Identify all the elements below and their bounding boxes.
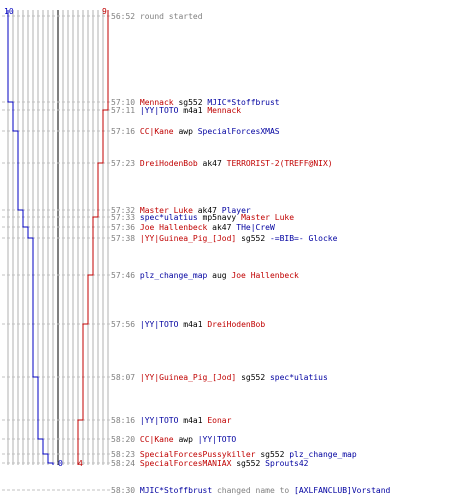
log-row: 58:30 MJIC*Stoffbrust changed name to [A… [111,486,390,495]
log-row: 57:33 spec*ulatius mp5navy Master Luke [111,213,294,222]
killer-name: |YY|TOTO [139,416,184,425]
event-time: 58:20 [111,435,140,444]
log-row: 58:23 SpecialForcesPussykiller sg552 plz… [111,450,357,459]
event-time: 57:38 [111,234,140,243]
victim-name: THe|CreW [236,223,275,232]
weapon-name: m4a1 [183,320,208,329]
score-label-red-bottom: 4 [78,459,83,468]
log-row: 58:20 CC|Kane awp |YY|TOTO [111,435,236,444]
victim-name: |YY|TOTO [197,435,237,444]
log-row: 58:24 SpecialForcesMANIAX sg552 Sprouts4… [111,459,309,468]
weapon-name: ak47 [212,223,237,232]
log-row: 57:56 |YY|TOTO m4a1 DreiHodenBob [111,320,265,329]
log-row: 57:32 Master Luke ak47 Player [111,206,251,215]
player-name: [AXLFANCLUB]Vorstand [294,486,391,495]
weapon-name: mp5navy [202,213,242,222]
event-time: 57:16 [111,127,140,136]
killer-name: CC|Kane [139,127,179,136]
killer-name: Mennack [139,98,179,107]
victim-name: Sprouts42 [265,459,309,468]
weapon-name: sg552 [241,373,270,382]
event-time: 58:23 [111,450,140,459]
victim-name: -=BIB=- Glocke [269,234,338,243]
weapon-name: sg552 [241,234,270,243]
event-time: 57:23 [111,159,140,168]
killer-name: |YY|TOTO [139,106,184,115]
event-time: 57:56 [111,320,140,329]
event-time: 57:32 [111,206,140,215]
victim-name: spec*ulatius [269,373,328,382]
weapon-name: m4a1 [183,416,208,425]
log-row: 57:11 |YY|TOTO m4a1 Mennack [111,106,241,115]
log-row: 57:16 CC|Kane awp SpecialForcesXMAS [111,127,280,136]
score-label-blue-top: 10 [4,7,14,16]
victim-name: Joe Hallenbeck [231,271,299,280]
log-row: 57:38 |YY|Guinea_Pig_[Jod] sg552 -=BIB=-… [111,234,337,243]
victim-name: Eonar [207,416,232,425]
weapon-name: ak47 [202,159,227,168]
weapon-name: ak47 [197,206,222,215]
event-time: 57:10 [111,98,140,107]
killer-name: Master Luke [139,206,198,215]
event-time: 56:52 [111,12,140,21]
killer-name: SpecialForcesPussykiller [139,450,261,459]
event-time: 57:33 [111,213,140,222]
log-row: 57:10 Mennack sg552 MJIC*Stoffbrust [111,98,280,107]
killer-name: |YY|TOTO [139,320,184,329]
event-message: changed name to [216,486,295,495]
victim-name: Master Luke [241,213,295,222]
killer-name: plz_change_map [139,271,213,280]
log-row: 58:07 |YY|Guinea_Pig_[Jod] sg552 spec*ul… [111,373,328,382]
event-time: 58:24 [111,459,140,468]
event-time: 58:07 [111,373,140,382]
weapon-name: awp [178,435,198,444]
event-time: 57:11 [111,106,140,115]
event-time: 57:36 [111,223,140,232]
killer-name: SpecialForcesMANIAX [139,459,237,468]
killer-name: CC|Kane [139,435,179,444]
victim-name: Mennack [207,106,242,115]
score-label-blue-bottom: 0 [58,459,63,468]
victim-name: Player [221,206,251,215]
victim-name: plz_change_map [289,450,357,459]
victim-name: DreiHodenBob [207,320,266,329]
weapon-name: awp [178,127,198,136]
score-label-red-top: 9 [102,7,107,16]
victim-name: TERRORIST-2(TREFF@NIX) [226,159,333,168]
log-row: 56:52 round started [111,12,203,21]
event-time: 57:46 [111,271,140,280]
log-row: 57:46 plz_change_map aug Joe Hallenbeck [111,271,299,280]
killer-name: spec*ulatius [139,213,203,222]
killer-name: Joe Hallenbeck [139,223,213,232]
blue-team-line [7,10,54,465]
weapon-name: aug [212,271,232,280]
victim-name: MJIC*Stoffbrust [207,98,280,107]
log-row: 57:23 DreiHodenBob ak47 TERRORIST-2(TREF… [111,159,333,168]
killer-name: |YY|Guinea_Pig_[Jod] [139,234,242,243]
weapon-name: sg552 [260,450,290,459]
victim-name: SpecialForcesXMAS [197,127,280,136]
killer-name: |YY|Guinea_Pig_[Jod] [139,373,242,382]
event-time: 58:30 [111,486,140,495]
log-row: 58:16 |YY|TOTO m4a1 Eonar [111,416,231,425]
weapon-name: m4a1 [183,106,208,115]
red-team-line [77,10,109,465]
weapon-name: sg552 [236,459,266,468]
weapon-name: sg552 [178,98,208,107]
player-name: MJIC*Stoffbrust [139,486,217,495]
log-row: 57:36 Joe Hallenbeck ak47 THe|CreW [111,223,275,232]
event-time: 58:16 [111,416,140,425]
event-message: round started [139,12,203,21]
killer-name: DreiHodenBob [139,159,203,168]
